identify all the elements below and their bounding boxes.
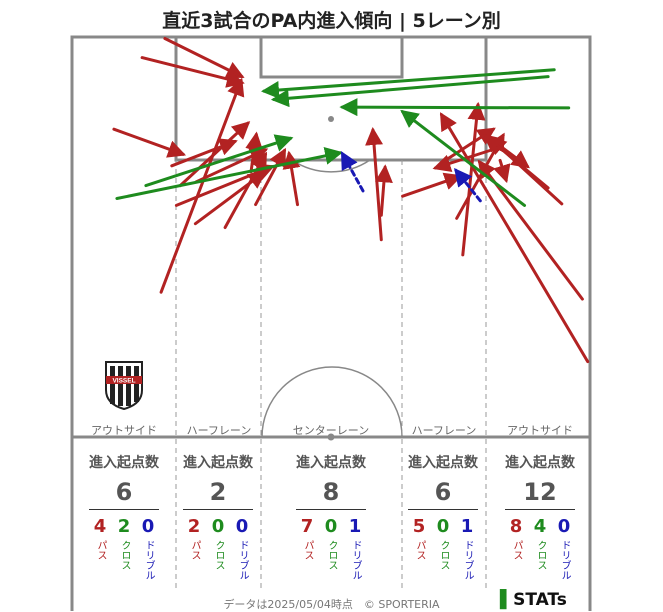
pass-arrow-11 [254,147,286,207]
stat-header: 進入起点数 [408,455,478,471]
cross-arrow-29 [270,75,550,108]
cross-arrow-26 [115,146,344,200]
goal-area [259,35,404,79]
lane-label-outside-right: アウトサイド [507,424,573,437]
cross-arrow-30 [339,98,571,117]
cross-arrow-31 [400,109,526,207]
stats-outside-right: 進入起点数 12 8 パス 4 クロス 0 ドリブル [494,452,586,580]
dribble-arrow-32 [340,150,365,193]
crest-text: VISSEL [112,378,135,385]
stat-divider [296,509,366,510]
dribble-label: ドリブル [462,540,473,580]
dribble-label: ドリブル [237,540,248,580]
stat-divider [505,509,575,510]
stat-header: 進入起点数 [89,455,159,471]
lane-label-outside-left: アウトサイド [91,424,157,437]
pass-label: パス [189,540,200,560]
stat-total: 8 [322,478,340,506]
stat-header: 進入起点数 [505,455,575,471]
brand-text: STATs [513,590,567,610]
pass-arrow-22 [439,112,590,364]
stats-outside-left: 進入起点数 6 4 パス 2 クロス 0 ドリブル [78,452,170,580]
pass-count: 5 [412,516,426,537]
pass-arrow-9 [223,151,267,229]
stat-total: 6 [434,478,452,506]
footer-note: データは2025/05/04時点 © SPORTERIA [223,598,440,611]
stat-header: 進入起点数 [296,455,366,471]
pass-arrow-16 [461,101,486,257]
stats-halflane-left: 進入起点数 2 2 パス 0 クロス 0 ドリブル [172,452,264,580]
penalty-spot [328,116,334,122]
arrow-layer [112,37,590,364]
stat-total: 6 [115,478,133,506]
pass-label: パス [511,540,522,560]
pass-arrow-24 [483,134,550,190]
pass-arrow-10 [245,131,264,174]
dribble-count: 0 [235,516,249,537]
lane-label-center: センターレーン [292,424,370,437]
dribble-count: 1 [460,516,474,537]
brand-logo: ▌STATs [500,590,567,610]
dribble-label: ドリブル [350,540,361,580]
dribble-label: ドリブル [559,540,570,580]
lane-label-halflane-left: ハーフレーン [186,424,252,437]
cross-label: クロス [213,540,224,570]
cross-label: クロス [119,540,130,570]
pass-count: 2 [187,516,201,537]
dribble-count: 0 [557,516,571,537]
dribble-count: 1 [348,516,362,537]
stat-total: 2 [209,478,227,506]
cross-label: クロス [535,540,546,570]
pass-arrow-3 [112,127,187,158]
stats-halflane-right: 進入起点数 6 5 パス 0 クロス 1 ドリブル [397,452,489,580]
pass-arrow-20 [493,158,511,184]
pass-arrow-13 [374,164,393,217]
cross-count: 0 [324,516,338,537]
pass-arrow-0 [163,37,245,79]
stat-header: 進入起点数 [183,455,253,471]
cross-count: 2 [117,516,131,537]
club-crest: VISSEL [105,361,143,410]
cross-count: 0 [211,516,225,537]
pass-arrow-8 [193,170,267,226]
cross-arrow-27 [144,134,294,188]
chart-title: 直近3試合のPA内進入傾向 | 5レーン別 [162,10,501,32]
cross-label: クロス [438,540,449,570]
pass-count: 8 [509,516,523,537]
dribble-count: 0 [141,516,155,537]
lane-label-halflane-right: ハーフレーン [411,424,477,437]
stat-total: 12 [523,478,557,506]
pass-label: パス [414,540,425,560]
stats-center: 進入起点数 8 7 パス 0 クロス 1 ドリブル [285,452,377,580]
center-circle-arc [261,366,403,438]
dribble-label: ドリブル [143,540,154,580]
pass-label: パス [302,540,313,560]
pass-arrow-5 [178,121,251,188]
cross-arrow-28 [261,68,556,99]
cross-label: クロス [326,540,337,570]
pass-arrow-2 [159,77,245,294]
pass-arrow-15 [401,172,463,198]
dribble-arrow-33 [454,167,482,203]
stat-divider [183,509,253,510]
pass-arrow-1 [140,56,245,88]
stat-divider [89,509,159,510]
pass-count: 4 [93,516,107,537]
pass-arrow-25 [432,146,501,172]
cross-count: 0 [436,516,450,537]
cross-count: 4 [533,516,547,537]
center-spot [327,433,335,441]
pass-count: 7 [300,516,314,537]
pass-label: パス [95,540,106,560]
stat-divider [408,509,478,510]
pass-arrow-14 [365,127,384,242]
